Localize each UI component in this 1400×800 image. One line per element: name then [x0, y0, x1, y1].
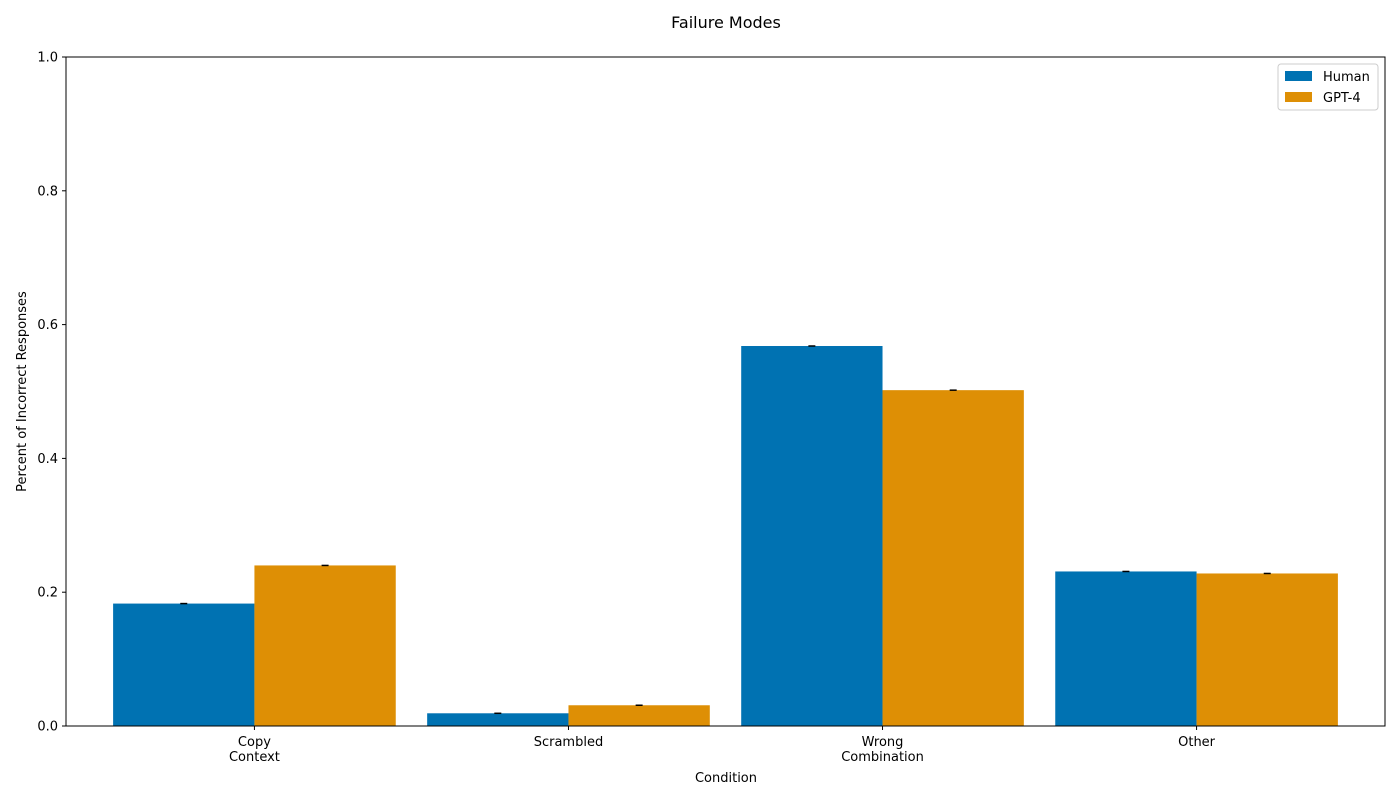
x-tick-label-1: Scrambled [534, 735, 604, 750]
x-tick-label-0: Copy Context [229, 735, 280, 765]
legend-label-human: Human [1323, 70, 1370, 85]
y-tick-label-0: 0.0 [37, 720, 58, 735]
bar-human-3 [1055, 571, 1197, 726]
bar-gpt-4-1 [568, 705, 710, 726]
x-axis: Copy Context Scrambled Wrong Combination Othe… [229, 726, 1216, 765]
bar-human-2 [741, 346, 883, 726]
legend: Human GPT-4 [1277, 63, 1379, 111]
x-tick-label-3-line-0: Other [1178, 735, 1216, 750]
bars-layer [113, 346, 1338, 726]
y-tick-label-5: 1.0 [37, 51, 58, 66]
x-tick-label-2: Wrong Combination [841, 735, 924, 765]
chart-title: Failure Modes [671, 13, 781, 32]
errorbars-layer [180, 345, 1271, 715]
legend-swatch-gpt-4 [1285, 92, 1312, 102]
x-tick-label-3: Other [1178, 735, 1216, 750]
y-tick-label-3: 0.6 [37, 318, 58, 333]
bar-human-0 [113, 603, 255, 726]
y-tick-label-4: 0.8 [37, 184, 58, 199]
y-axis-label: Percent of Incorrect Responses [15, 291, 30, 492]
x-tick-label-0-line-0: Copy [238, 735, 271, 750]
bar-gpt-4-0 [254, 565, 396, 726]
plot-frame [65, 56, 1386, 727]
x-tick-label-2-line-1: Combination [841, 750, 924, 765]
legend-swatch-human [1285, 71, 1312, 81]
y-axis: 0.0 0.2 0.4 0.6 0.8 1.0 [37, 51, 66, 735]
bar-gpt-4-3 [1196, 573, 1338, 726]
x-tick-label-1-line-0: Scrambled [534, 735, 604, 750]
x-tick-label-2-line-0: Wrong [862, 735, 904, 750]
x-tick-label-0-line-1: Context [229, 750, 280, 765]
x-axis-label: Condition [695, 771, 757, 786]
bar-gpt-4-2 [882, 390, 1024, 726]
legend-label-gpt-4: GPT-4 [1323, 91, 1361, 106]
y-tick-label-1: 0.2 [37, 586, 58, 601]
y-tick-label-2: 0.4 [37, 452, 58, 467]
bar-human-1 [427, 713, 569, 726]
